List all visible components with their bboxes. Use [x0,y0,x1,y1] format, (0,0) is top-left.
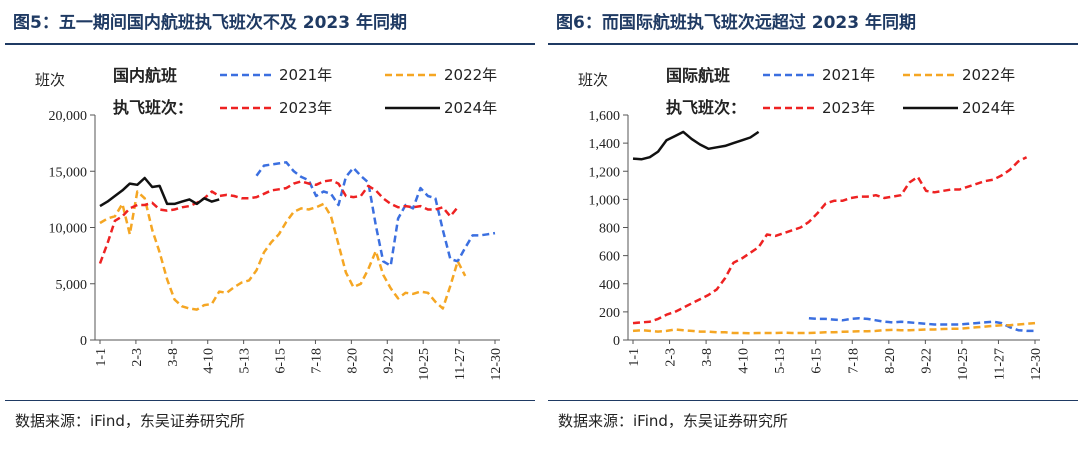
legend-label: 2023年 [279,99,332,117]
title-rule [548,43,1078,45]
y-tick-label: 1,600 [589,109,621,124]
y-tick-label: 600 [599,250,620,265]
x-tick-label: 7-18 [846,348,861,374]
x-tick-label: 8-20 [345,348,360,374]
domestic-flights-chart: 班次 国内航班执飞班次： 0 5,000 10,000 15,000 20,000 1-1 2-… [35,66,504,381]
y-tick-label: 5,000 [56,278,88,293]
y-tick-label: 1,200 [589,165,621,180]
x-tick-label: 9-22 [381,348,396,374]
legend-title: 国内航班 [113,66,177,85]
y-tick-label: 1,400 [589,137,621,152]
legend-label: 2024年 [444,99,497,117]
x-tick-label: 1-1 [627,348,642,367]
x-tick-label: 6-15 [274,348,289,374]
x-tick-label: 2-3 [664,348,679,367]
x-tick-label: 11-27 [992,348,1007,380]
x-tick-label: 12-30 [489,348,504,381]
legend-title: 执飞班次： [666,98,746,117]
legend-label: 2021年 [822,66,875,84]
series-line-2022年 [99,190,467,311]
source-rule [5,400,535,401]
legend-label: 2023年 [822,99,875,117]
legend-label: 2024年 [962,99,1015,117]
x-tick-label: 12-30 [1029,348,1044,381]
y-tick-label: 800 [599,222,620,237]
series-line-2021年 [808,316,1035,333]
x-tick-label: 4-10 [202,348,217,374]
series-line-2021年 [255,161,496,268]
international-flights-chart: 班次 国际航班执飞班次： 0 200 400 600 800 1,000 1,200 1,400 1… [578,66,1044,381]
y-tick-label: 0 [613,334,620,349]
y-tick-label: 10,000 [49,222,88,237]
chart-title: 图6：而国际航班执飞班次远超过 2023 年同期 [556,13,916,33]
x-tick-label: 2-3 [130,348,145,367]
series-line-2023年 [632,156,1028,325]
legend-label: 2022年 [962,66,1015,84]
x-tick-label: 5-13 [238,348,253,374]
x-tick-label: 5-13 [773,348,788,374]
y-tick-label: 200 [599,306,620,321]
legend-label: 2022年 [444,66,497,84]
x-tick-label: 7-18 [309,348,324,374]
series-line-2024年 [632,130,760,161]
x-tick-label: 10-25 [417,348,432,381]
source-note: 数据来源：iFind，东吴证券研究所 [15,412,245,430]
chart-title: 图5：五一期间国内航班执飞班次不及 2023 年同期 [13,13,407,33]
y-tick-label: 1,000 [589,193,621,208]
x-tick-label: 8-20 [883,348,898,374]
y-tick-label: 400 [599,278,620,293]
x-tick-label: 1-1 [94,348,109,367]
source-rule [548,400,1078,401]
legend-title: 执飞班次： [113,98,193,117]
panel-international: 图6：而国际航班执飞班次远超过 2023 年同期 班次 国际航班执飞班次： 0 200… [548,0,1078,453]
series-line-2024年 [99,176,220,208]
x-tick-label: 11-27 [453,348,468,380]
x-tick-label: 9-22 [919,348,934,374]
x-tick-label: 3-8 [166,348,181,367]
x-tick-label: 6-15 [810,348,825,374]
y-tick-label: 20,000 [49,109,88,124]
legend-label: 2021年 [279,66,332,84]
source-note: 数据来源：iFind，东吴证券研究所 [558,412,788,430]
legend-title: 国际航班 [666,66,730,85]
series-line-2022年 [632,321,1036,335]
y-tick-label: 15,000 [49,165,88,180]
x-tick-label: 3-8 [700,348,715,367]
y-axis-label: 班次 [578,71,608,89]
x-tick-label: 4-10 [737,348,752,374]
y-tick-label: 0 [80,334,87,349]
x-tick-label: 10-25 [956,348,971,381]
title-rule [5,43,535,45]
panel-domestic: 图5：五一期间国内航班执飞班次不及 2023 年同期 班次 国内航班执飞班次： 0 5… [5,0,535,453]
series-line-2023年 [98,179,459,264]
y-axis-label: 班次 [35,71,65,89]
